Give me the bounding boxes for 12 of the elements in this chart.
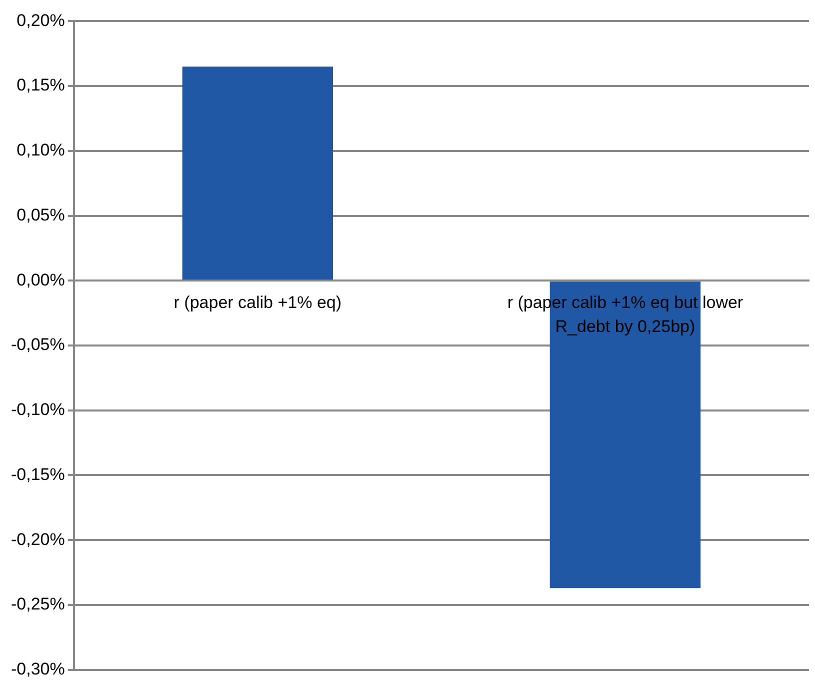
y-tick-label: 0,15% [16, 76, 65, 95]
y-tick-label: -0,10% [10, 400, 65, 420]
y-tick-label: -0,05% [10, 335, 65, 354]
y-tick-label: 0,05% [16, 205, 65, 224]
y-tick-label: -0,25% [10, 594, 65, 614]
y-tick-label: -0,30% [10, 659, 65, 678]
y-tick-label: -0,20% [10, 530, 65, 549]
y-tick-label: 0,20% [16, 10, 65, 30]
y-tick-label: -0,15% [10, 464, 65, 484]
y-tick-label: 0,00% [16, 270, 65, 290]
y-tick-label: 0,10% [16, 140, 65, 160]
x-tick-label: r (paper calib +1% eq) [174, 292, 342, 312]
